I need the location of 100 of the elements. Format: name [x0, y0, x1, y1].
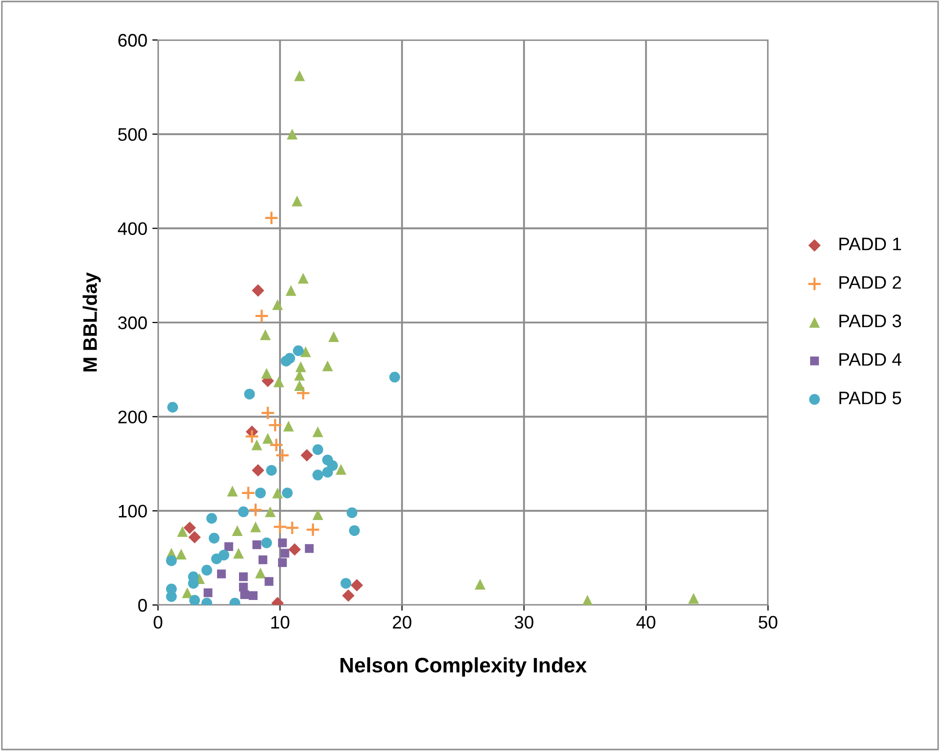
point	[252, 540, 262, 550]
point	[312, 509, 324, 520]
y-tick-label: 400	[118, 222, 147, 236]
point	[248, 502, 263, 518]
point	[166, 591, 177, 602]
point	[350, 579, 364, 592]
point	[322, 360, 333, 372]
point	[262, 432, 274, 444]
point	[304, 544, 314, 553]
point	[258, 555, 268, 564]
point	[167, 402, 178, 413]
point	[260, 406, 276, 420]
point	[206, 512, 218, 524]
point	[250, 521, 261, 532]
point	[349, 525, 360, 536]
point	[217, 570, 226, 578]
point	[336, 464, 346, 475]
point	[255, 568, 266, 578]
point	[232, 525, 243, 536]
y-tick-label: 200	[118, 410, 147, 424]
point	[244, 429, 260, 444]
y-tick-label: 100	[118, 504, 147, 518]
point	[261, 537, 272, 548]
y-tick-label: 300	[118, 316, 147, 330]
point	[300, 449, 314, 462]
point	[252, 284, 264, 297]
x-tick-label: 20	[392, 616, 412, 629]
y-axis-title: M BBL/day	[82, 272, 101, 372]
point	[252, 464, 264, 477]
point	[474, 578, 486, 590]
point	[239, 572, 248, 582]
point	[269, 438, 284, 452]
point	[278, 558, 287, 568]
point	[286, 285, 296, 296]
x-tick-label: 40	[636, 616, 656, 629]
point	[342, 589, 355, 602]
legend-label: PADD 3	[839, 314, 902, 328]
point	[184, 522, 196, 534]
point	[238, 506, 249, 518]
point	[261, 368, 272, 379]
legend-label: PADD 1	[839, 238, 901, 250]
point	[201, 564, 212, 576]
point	[312, 444, 324, 456]
point	[389, 372, 400, 382]
point	[211, 553, 222, 564]
x-tick-label: 10	[271, 616, 290, 629]
y-tick-label: 0	[138, 598, 147, 612]
point	[182, 587, 193, 598]
point	[294, 70, 305, 82]
point	[268, 418, 282, 432]
point	[241, 486, 256, 500]
point	[275, 448, 290, 463]
point	[296, 386, 310, 400]
point	[264, 577, 274, 586]
point	[208, 532, 220, 544]
point	[177, 526, 188, 537]
point	[294, 380, 305, 391]
y-tick-label: 600	[118, 34, 147, 47]
point	[280, 548, 290, 558]
point	[328, 331, 340, 342]
point	[688, 593, 699, 604]
point	[255, 488, 266, 498]
x-tick-label: 0	[154, 616, 162, 629]
legend-label: PADD 5	[839, 392, 902, 404]
point	[312, 426, 324, 438]
point	[264, 210, 279, 226]
point	[244, 388, 255, 400]
point	[224, 542, 234, 552]
point	[280, 356, 292, 366]
point	[176, 548, 187, 560]
point	[254, 308, 269, 324]
point	[233, 548, 244, 559]
point	[346, 507, 358, 518]
point	[340, 578, 352, 589]
point	[283, 420, 294, 432]
x-tick-label: 50	[758, 616, 778, 629]
point	[282, 488, 293, 498]
point	[278, 538, 287, 548]
point	[306, 522, 320, 537]
point	[295, 361, 306, 372]
point	[189, 594, 200, 605]
point	[272, 520, 288, 534]
y-tick-label: 500	[118, 128, 147, 141]
point	[260, 329, 271, 340]
point	[240, 590, 250, 600]
point	[273, 376, 284, 388]
point	[204, 588, 212, 598]
point	[312, 470, 324, 480]
point	[298, 272, 309, 284]
legend-label: PADD 4	[839, 353, 902, 366]
point	[582, 594, 593, 605]
point	[266, 464, 277, 476]
point	[251, 440, 262, 450]
legend-label: PADD 2	[839, 276, 901, 289]
point	[300, 346, 311, 358]
point	[284, 520, 300, 536]
x-tick-label: 30	[514, 616, 534, 629]
point	[272, 299, 283, 310]
point	[286, 128, 298, 140]
point	[288, 543, 301, 556]
